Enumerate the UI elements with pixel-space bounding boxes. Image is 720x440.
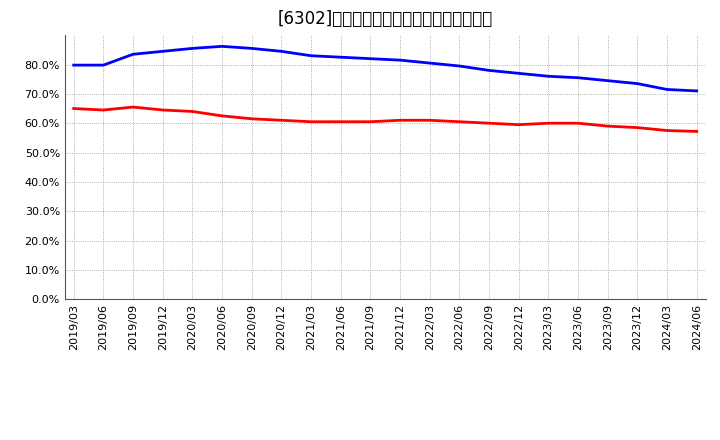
固定長期適合率 bbox=[217, 113, 226, 118]
固定比率 bbox=[662, 87, 671, 92]
固定比率 bbox=[277, 49, 286, 54]
固定比率 bbox=[99, 62, 108, 68]
固定長期適合率 bbox=[633, 125, 642, 130]
固定長期適合率 bbox=[485, 121, 493, 126]
固定比率 bbox=[158, 49, 167, 54]
固定比率 bbox=[366, 56, 374, 61]
固定比率 bbox=[217, 44, 226, 49]
固定比率 bbox=[455, 63, 464, 69]
固定長期適合率 bbox=[69, 106, 78, 111]
固定比率 bbox=[544, 73, 553, 79]
固定長期適合率 bbox=[662, 128, 671, 133]
固定長期適合率 bbox=[336, 119, 345, 125]
固定長期適合率 bbox=[188, 109, 197, 114]
固定比率 bbox=[633, 81, 642, 86]
固定長期適合率 bbox=[603, 124, 612, 129]
固定長期適合率 bbox=[99, 107, 108, 113]
固定長期適合率 bbox=[248, 116, 256, 121]
固定比率 bbox=[248, 46, 256, 51]
Line: 固定比率: 固定比率 bbox=[73, 46, 697, 91]
固定長期適合率 bbox=[693, 129, 701, 134]
固定比率 bbox=[514, 71, 523, 76]
固定比率 bbox=[574, 75, 582, 81]
固定長期適合率 bbox=[574, 121, 582, 126]
固定比率 bbox=[307, 53, 315, 59]
固定比率 bbox=[693, 88, 701, 94]
Line: 固定長期適合率: 固定長期適合率 bbox=[73, 107, 697, 132]
固定長期適合率 bbox=[544, 121, 553, 126]
固定長期適合率 bbox=[366, 119, 374, 125]
固定長期適合率 bbox=[396, 117, 405, 123]
固定比率 bbox=[188, 46, 197, 51]
固定長期適合率 bbox=[158, 107, 167, 113]
固定比率 bbox=[69, 62, 78, 68]
固定比率 bbox=[426, 60, 434, 66]
固定長期適合率 bbox=[129, 104, 138, 110]
固定長期適合率 bbox=[277, 117, 286, 123]
固定長期適合率 bbox=[514, 122, 523, 127]
固定比率 bbox=[396, 58, 405, 63]
Legend: 固定比率, 固定長期適合率: 固定比率, 固定長期適合率 bbox=[274, 436, 497, 440]
固定長期適合率 bbox=[307, 119, 315, 125]
固定比率 bbox=[603, 78, 612, 83]
固定比率 bbox=[129, 51, 138, 57]
固定比率 bbox=[336, 55, 345, 60]
固定長期適合率 bbox=[426, 117, 434, 123]
固定比率 bbox=[485, 68, 493, 73]
Title: [6302]　固定比率、固定長期適合率の推移: [6302] 固定比率、固定長期適合率の推移 bbox=[278, 10, 492, 28]
固定長期適合率 bbox=[455, 119, 464, 125]
